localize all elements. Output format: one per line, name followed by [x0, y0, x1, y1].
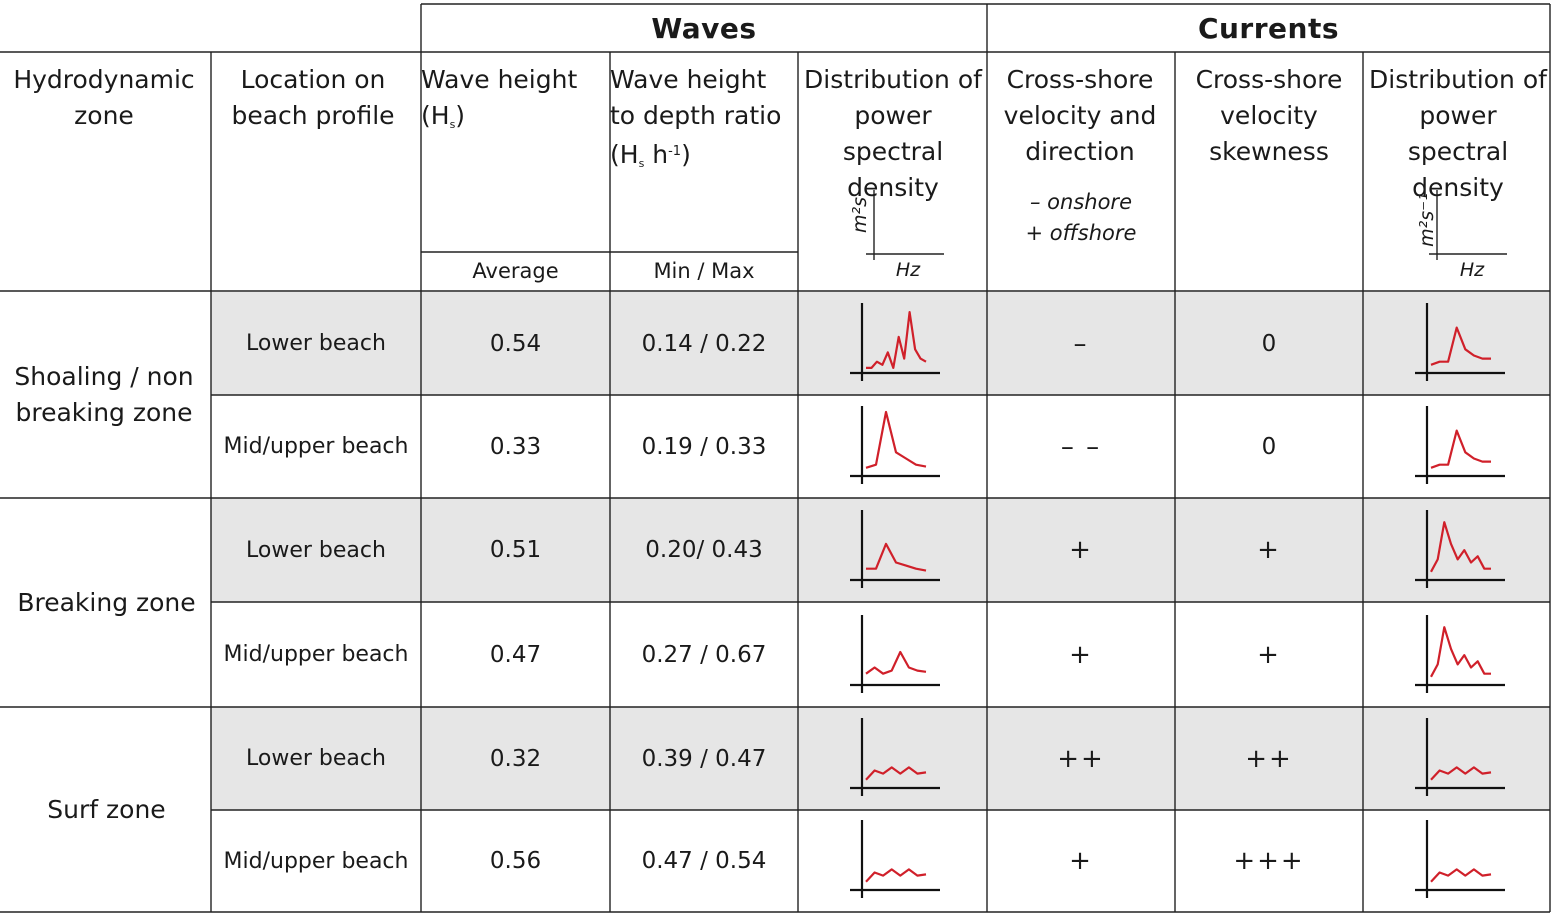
row-shading [211, 498, 1550, 602]
row-4-location: Mid/upper beach [223, 642, 409, 667]
row-5-wave-height: 0.32 [489, 745, 542, 772]
col-header-skewness: Cross-shore velocity skewness [1195, 65, 1343, 166]
row-1-ratio: 0.14 / 0.22 [641, 330, 767, 357]
velocity-legend: – onshore + offshore [987, 186, 1175, 250]
row-4-velocity: + [1069, 639, 1093, 670]
col-header-hydrodynamic-zone: Hydrodynamic zone [13, 65, 195, 130]
row-1-skewness: 0 [1261, 330, 1277, 357]
legend-onshore: – onshore [1030, 190, 1132, 214]
col-header-location: Location on beach profile [231, 65, 395, 130]
col-header-ratio: Wave height to depth ratio (Hs h-1) [610, 52, 798, 252]
current-psd-axis-xlabel: Hz [1459, 259, 1485, 281]
zone-label-surf: Surf zone [47, 794, 166, 824]
row-3-ratio: 0.20/ 0.43 [645, 537, 763, 563]
row-3-velocity: + [1069, 535, 1093, 565]
row-4-wave-height: 0.47 [489, 641, 542, 668]
row-4-current-psd-chart-line [1430, 626, 1491, 678]
ratio-minmax-label: Min / Max [653, 259, 755, 283]
row-1-location: Lower beach [246, 331, 386, 356]
row-shading [211, 707, 1550, 810]
row-3-wave-height: 0.51 [489, 537, 542, 563]
col-header-wave-height: Wave height (Hs) [421, 52, 610, 252]
row-6-wave-psd-chart-line [865, 868, 927, 883]
col-header-current-psd: Distribution of power spectral density [1369, 65, 1547, 202]
row-6-velocity: + [1069, 846, 1093, 876]
row-6-ratio: 0.47 / 0.54 [641, 848, 767, 874]
zone-label-shoaling: Shoaling / non breaking zone [14, 362, 194, 427]
row-5-wave-psd-chart-line [865, 766, 927, 781]
row-6-current-psd-chart-line [1430, 868, 1492, 883]
col-header-velocity: Cross-shore velocity and direction [1003, 65, 1157, 166]
row-4-wave-psd-chart-line [865, 650, 927, 675]
row-2-wave-height: 0.33 [489, 433, 542, 460]
wave-height-average-label: Average [472, 259, 559, 283]
row-1-wave-height: 0.54 [489, 330, 542, 357]
row-3-wave-psd-chart-line [866, 542, 927, 572]
row-4-skewness: + [1257, 639, 1281, 670]
ratio-title-line1: Wave height [610, 65, 767, 94]
wave-height-symbol: (Hs) [421, 101, 466, 131]
row-6-skewness: +++ [1233, 846, 1305, 876]
legend-offshore: + offshore [1025, 221, 1137, 245]
row-3-current-psd-chart-line [1430, 521, 1491, 573]
waves-group-header: Waves [651, 11, 757, 45]
row-6-location: Mid/upper beach [223, 848, 409, 874]
row-6-wave-height: 0.56 [489, 848, 542, 874]
current-psd-axis-ylabel: m²s⁻¹ [1416, 193, 1438, 247]
ratio-title-line2: to depth ratio [610, 101, 782, 130]
wave-psd-axis-xlabel: Hz [895, 259, 921, 281]
wave-height-title: Wave height [421, 65, 578, 94]
ratio-symbol: (Hs h-1) [610, 140, 691, 170]
row-5-velocity: ++ [1057, 743, 1105, 774]
row-1-current-psd-chart-line [1430, 326, 1491, 366]
row-4-ratio: 0.27 / 0.67 [641, 641, 767, 668]
row-5-ratio: 0.39 / 0.47 [641, 745, 767, 772]
row-2-location: Mid/upper beach [223, 434, 409, 459]
row-5-location: Lower beach [246, 746, 386, 771]
row-2-current-psd-chart-line [1430, 429, 1491, 469]
zone-label-breaking: Breaking zone [17, 587, 196, 617]
row-1-wave-psd-chart-line [866, 311, 927, 369]
wave-psd-axis-ylabel: m²s [849, 196, 871, 234]
row-3-location: Lower beach [246, 537, 386, 563]
row-shading [211, 292, 1550, 395]
row-2-velocity: – – [1060, 431, 1102, 462]
currents-group-header: Currents [1197, 11, 1340, 45]
row-2-ratio: 0.19 / 0.33 [641, 433, 767, 460]
row-1-velocity: – [1073, 328, 1089, 359]
row-2-skewness: 0 [1261, 433, 1277, 460]
row-5-skewness: ++ [1245, 743, 1293, 774]
row-2-wave-psd-chart-line [865, 410, 927, 469]
row-5-current-psd-chart-line [1430, 766, 1492, 781]
row-3-skewness: + [1257, 535, 1281, 565]
col-header-wave-psd: Distribution of power spectral density [804, 65, 982, 202]
